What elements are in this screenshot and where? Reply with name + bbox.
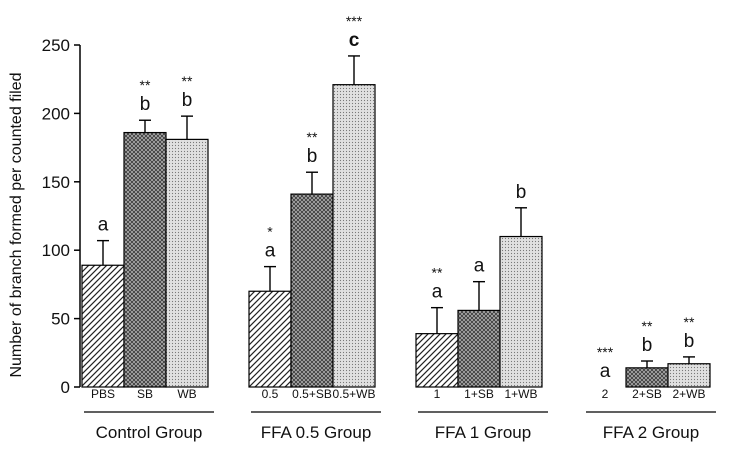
bar: [667, 363, 711, 388]
significance-letter: a: [432, 282, 443, 303]
y-tick-label: 200: [42, 104, 70, 123]
significance-stars: **: [307, 129, 318, 145]
category-label: 2: [602, 387, 609, 401]
y-tick-label: 250: [42, 36, 70, 55]
group-label: FFA 0.5 Group: [261, 423, 372, 442]
category-label: WB: [177, 387, 196, 401]
category-label: 1: [434, 387, 441, 401]
bar: [457, 309, 501, 388]
category-label: PBS: [91, 387, 115, 401]
bar: [415, 333, 459, 388]
group-label: Control Group: [96, 423, 203, 442]
y-axis-label: Number of branch formed per counted file…: [8, 72, 25, 377]
bar: [625, 367, 669, 388]
significance-stars: ***: [346, 13, 363, 29]
category-label: 1+SB: [464, 387, 494, 401]
significance-letter: b: [182, 90, 193, 111]
significance-stars: **: [432, 265, 443, 281]
significance-stars: ***: [597, 344, 614, 360]
bar: [290, 193, 334, 388]
y-tick-label: 0: [61, 378, 70, 397]
bar: [165, 138, 209, 388]
significance-stars: **: [684, 314, 695, 330]
category-label: 2+SB: [632, 387, 662, 401]
annotations: ab**b**a*b**c***a** aba*** b**b**: [98, 13, 695, 382]
bars: [81, 55, 711, 388]
category-label: 1+WB: [504, 387, 537, 401]
bar: [332, 84, 376, 388]
bar: [248, 290, 292, 388]
significance-letter: a: [265, 241, 276, 262]
significance-letter: b: [642, 335, 653, 356]
y-tick-label: 50: [51, 310, 70, 329]
significance-letter: a: [474, 256, 485, 277]
significance-letter: b: [307, 146, 318, 167]
y-tick-label: 150: [42, 173, 70, 192]
significance-stars: *: [267, 224, 273, 240]
category-labels: PBS SB WB Control Group 0.5 0.5+SB 0.5+WB FFA 0…: [84, 387, 716, 442]
category-label: 0.5+SB: [292, 387, 332, 401]
significance-letter: a: [600, 361, 611, 382]
bar: [123, 131, 167, 388]
group-label: FFA 2 Group: [603, 423, 699, 442]
axes: 0 50 100 150 200 250: [42, 36, 81, 397]
group-label: FFA 1 Group: [435, 423, 531, 442]
significance-letter: b: [140, 94, 151, 115]
category-label: 0.5+WB: [332, 387, 375, 401]
y-tick-label: 100: [42, 241, 70, 260]
significance-letter: b: [516, 182, 527, 203]
significance-letter: a: [98, 215, 109, 236]
category-label: 0.5: [262, 387, 279, 401]
bar: [81, 264, 125, 388]
category-label: 2+WB: [672, 387, 705, 401]
significance-stars: **: [182, 73, 193, 89]
significance-letter: b: [684, 331, 695, 352]
significance-letter: c: [349, 30, 360, 51]
significance-stars: **: [140, 77, 151, 93]
bar: [499, 235, 543, 388]
significance-stars: **: [642, 318, 653, 334]
category-label: SB: [137, 387, 153, 401]
